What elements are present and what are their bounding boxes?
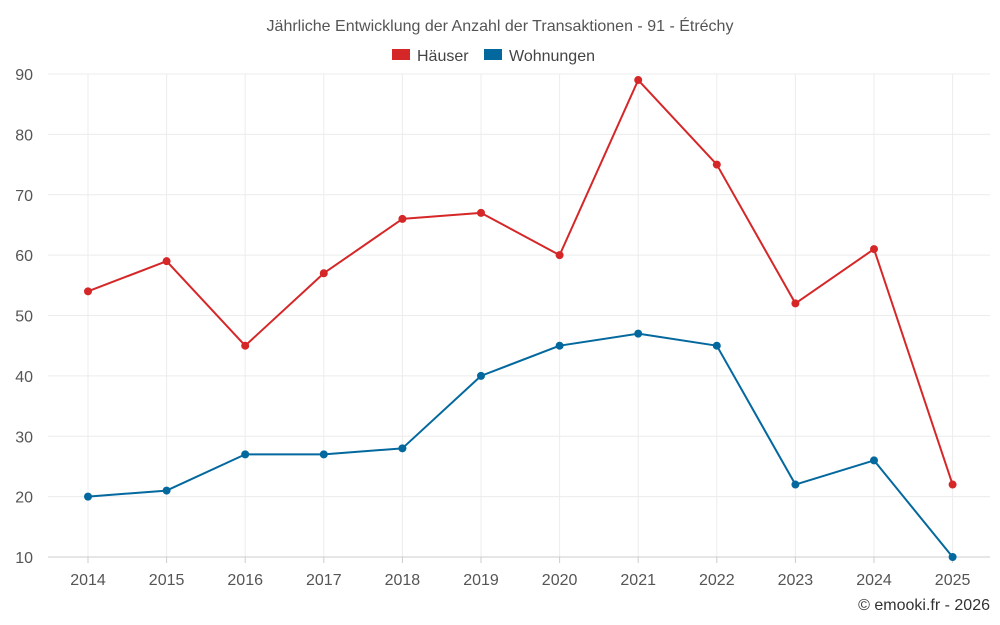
legend-swatch-haeuser	[392, 49, 410, 60]
data-point-haeuser-2019[interactable]	[477, 208, 485, 217]
data-point-wohnungen-2014[interactable]	[84, 492, 92, 501]
legend-item-wohnungen[interactable]: Wohnungen	[484, 48, 595, 65]
data-point-haeuser-2022[interactable]	[712, 160, 721, 169]
data-point-wohnungen-2019[interactable]	[477, 371, 485, 380]
data-point-wohnungen-2015[interactable]	[162, 486, 171, 495]
data-point-haeuser-2020[interactable]	[555, 251, 564, 260]
series-line-haeuser[interactable]	[87, 79, 954, 485]
y-tick-label: 90	[15, 67, 33, 84]
y-tick-label: 10	[15, 550, 33, 567]
x-tick-label: 2014	[70, 572, 106, 589]
legend-item-haeuser[interactable]: Häuser	[392, 48, 469, 65]
credit-text: © emooki.fr - 2026	[858, 597, 990, 614]
x-axis: 2014 2015 2016 2017 2018 2019 2020 2021 2022 2023…	[48, 556, 990, 589]
y-tick-label: 30	[15, 429, 33, 446]
x-tick-label: 2019	[463, 572, 499, 589]
x-tick-label: 2024	[856, 572, 892, 589]
data-point-haeuser-2025[interactable]	[948, 480, 957, 489]
plot-area	[84, 76, 957, 561]
grid	[48, 73, 990, 558]
x-tick-label: 2023	[778, 572, 814, 589]
x-tick-label: 2016	[227, 572, 263, 589]
legend-label-wohnungen: Wohnungen	[509, 48, 595, 65]
x-tick-label: 2015	[149, 572, 185, 589]
y-tick-label: 60	[15, 248, 33, 265]
y-axis: 10 20 30 40 50 60 70 80 90	[15, 67, 33, 567]
x-tick-label: 2025	[935, 572, 971, 589]
data-point-wohnungen-2016[interactable]	[241, 450, 250, 459]
y-tick-label: 70	[15, 188, 33, 205]
y-tick-label: 40	[15, 369, 33, 386]
y-tick-label: 80	[15, 127, 33, 144]
data-point-wohnungen-2024[interactable]	[870, 456, 878, 465]
legend-label-haeuser: Häuser	[417, 48, 469, 65]
data-point-wohnungen-2025[interactable]	[948, 553, 957, 561]
data-point-wohnungen-2020[interactable]	[555, 341, 564, 350]
x-tick-label: 2020	[542, 572, 578, 589]
data-point-wohnungen-2023[interactable]	[791, 480, 800, 489]
data-point-haeuser-2017[interactable]	[319, 269, 328, 278]
y-tick-label: 50	[15, 309, 33, 326]
legend-swatch-wohnungen	[484, 49, 502, 60]
chart-title: Jährliche Entwicklung der Anzahl der Tra…	[267, 16, 734, 35]
data-point-wohnungen-2017[interactable]	[319, 450, 328, 459]
data-point-haeuser-2023[interactable]	[791, 299, 800, 308]
data-point-wohnungen-2022[interactable]	[712, 341, 721, 350]
x-tick-label: 2017	[306, 572, 342, 589]
data-point-haeuser-2016[interactable]	[241, 341, 250, 350]
x-tick-label: 2022	[699, 572, 735, 589]
data-point-haeuser-2024[interactable]	[870, 245, 878, 254]
data-point-wohnungen-2021[interactable]	[634, 329, 643, 338]
data-point-wohnungen-2018[interactable]	[398, 444, 407, 453]
series-line-wohnungen[interactable]	[87, 332, 954, 558]
x-tick-label: 2018	[385, 572, 421, 589]
legend: Häuser Wohnungen	[392, 48, 595, 65]
x-tick-label: 2021	[620, 572, 656, 589]
y-tick-label: 20	[15, 490, 33, 507]
data-point-haeuser-2021[interactable]	[634, 76, 643, 85]
data-point-haeuser-2014[interactable]	[84, 287, 92, 296]
data-point-haeuser-2018[interactable]	[398, 214, 407, 223]
data-point-haeuser-2015[interactable]	[162, 257, 171, 266]
